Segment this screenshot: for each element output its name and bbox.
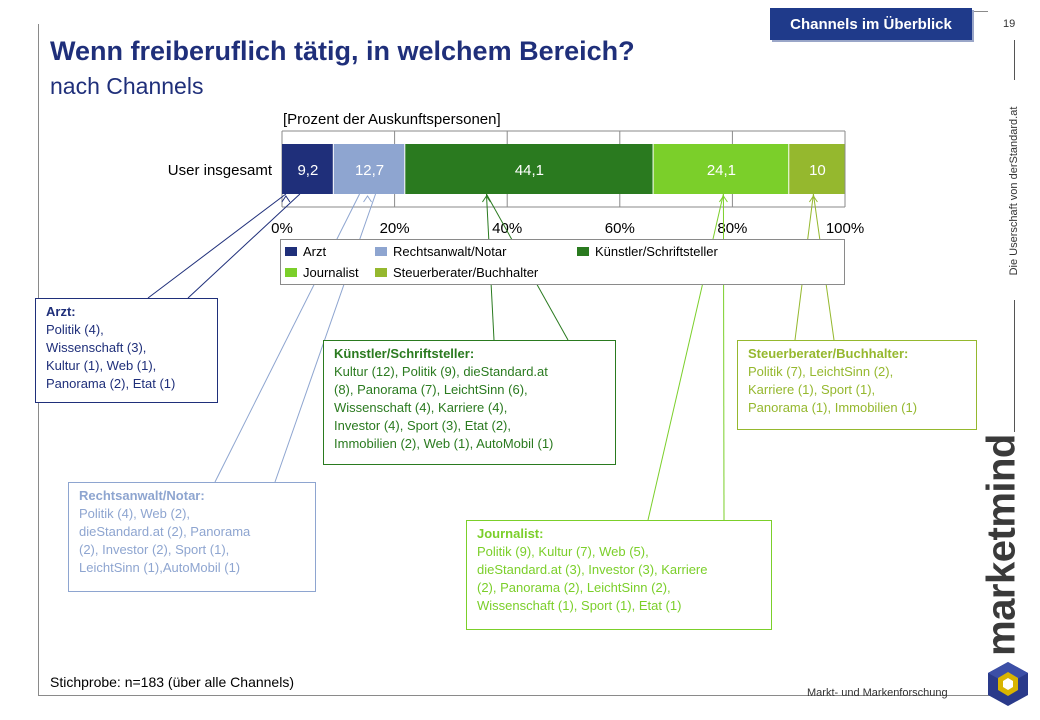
legend-swatch [285,247,297,256]
legend-swatch [375,268,387,277]
callout-line: Politik (9), Kultur (7), Web (5), [477,544,649,559]
x-tick-label: 0% [271,220,293,237]
callout-line: Politik (7), LeichtSinn (2), [748,364,894,379]
callout-line: Panorama (2), Etat (1) [46,376,176,391]
tagline: Markt- und Markenforschung [807,687,948,699]
bar-segment [282,144,333,194]
data-label: 10 [809,162,826,179]
callout-line: Kultur (12), Politik (9), dieStandard.at [334,364,548,379]
callout-line: dieStandard.at (3), Investor (3), Karrie… [477,562,708,577]
callout-title: Arzt: [46,304,76,319]
legend-swatch [285,268,297,277]
connector-arrow [281,195,291,203]
callout-steuerberater: Steuerberater/Buchhalter: Politik (7), L… [737,340,977,430]
callout-line: Kultur (1), Web (1), [46,358,157,373]
sample-size-note: Stichprobe: n=183 (über alle Channels) [50,674,294,690]
legend-item-steuerberater: Steuerberater/Buchhalter [375,265,538,280]
callout-title: Journalist: [477,526,544,541]
connector-line [147,193,287,299]
callout-line: Wissenschaft (3), [46,340,147,355]
page-title: Wenn freiberuflich tätig, in welchem Ber… [50,36,635,66]
callout-line: LeichtSinn (1),AutoMobil (1) [79,560,241,575]
callout-journalist: Journalist: Politik (9), Kultur (7), Web… [466,520,772,630]
legend-item-kuenstler: Künstler/Schriftsteller [577,244,718,259]
x-tick-label: 40% [492,220,522,237]
legend-label: Arzt [303,244,327,259]
callout-line: (2), Investor (2), Sport (1), [79,542,230,557]
callout-kuenstler: Künstler/Schriftsteller: Kultur (12), Po… [323,340,616,465]
callout-line: (8), Panorama (7), LeichtSinn (6), [334,382,528,397]
data-label: 44,1 [515,162,544,179]
x-tick-label: 100% [826,220,864,237]
connector-arrow [482,195,491,203]
callout-line: Panorama (1), Immobilien (1) [748,400,918,415]
category-label: User insgesamt [167,162,272,179]
legend-item-journalist: Journalist [285,265,359,280]
callout-line: dieStandard.at (2), Panorama [79,524,251,539]
connector-arrow [363,195,372,203]
bar-segment [653,144,789,194]
callout-title: Rechtsanwalt/Notar: [79,488,205,503]
data-label: 9,2 [297,162,318,179]
bar-segment [333,144,405,194]
page-subtitle: nach Channels [50,73,204,99]
chart-legend: Arzt Rechtsanwalt/Notar Künstler/Schrift… [280,239,845,285]
callout-line: Wissenschaft (4), Karriere (4), [334,400,508,415]
bar-segment [405,144,653,194]
page-number: 19 [1003,18,1016,30]
x-tick-label: 20% [380,220,410,237]
callout-line: Investor (4), Sport (3), Etat (2), [334,418,511,433]
legend-item-arzt: Arzt [285,244,326,259]
sidebar-divider-mid [1014,300,1015,432]
legend-label: Steuerberater/Buchhalter [393,265,539,280]
legend-label: Rechtsanwalt/Notar [393,244,507,259]
callout-rechtsanwalt: Rechtsanwalt/Notar: Politik (4), Web (2)… [68,482,316,592]
callout-line: Immobilien (2), Web (1), AutoMobil (1) [334,436,554,451]
legend-swatch [375,247,387,256]
legend-swatch [577,247,589,256]
callout-arzt: Arzt: Politik (4), Wissenschaft (3), Kul… [35,298,218,403]
bar-segment [789,144,845,194]
connector-arrow [719,195,728,203]
data-label: 24,1 [707,162,736,179]
cube-logo-icon [988,662,1028,706]
callout-line: Politik (4), Web (2), [79,506,191,521]
frame-top-line [970,11,988,12]
chart-unit-label: [Prozent der Auskunftspersonen] [283,111,501,128]
callout-line: (2), Panorama (2), LeichtSinn (2), [477,580,671,595]
section-badge: Channels im Überblick [770,8,972,40]
callout-title: Künstler/Schriftsteller: [334,346,475,361]
x-tick-label: 80% [717,220,747,237]
legend-label: Journalist [303,265,359,280]
connector-line [187,193,301,299]
sidebar-divider-top [1014,40,1015,80]
callout-line: Wissenschaft (1), Sport (1), Etat (1) [477,598,682,613]
data-label: 12,7 [355,162,384,179]
legend-label: Künstler/Schriftsteller [595,244,718,259]
callout-line: Politik (4), [46,322,104,337]
legend-item-rechtsanwalt: Rechtsanwalt/Notar [375,244,506,259]
callout-line: Karriere (1), Sport (1), [748,382,876,397]
x-tick-label: 60% [605,220,635,237]
connector-arrow [808,195,818,203]
frame-bottom-line [38,695,990,696]
callout-title: Steuerberater/Buchhalter: [748,346,909,361]
